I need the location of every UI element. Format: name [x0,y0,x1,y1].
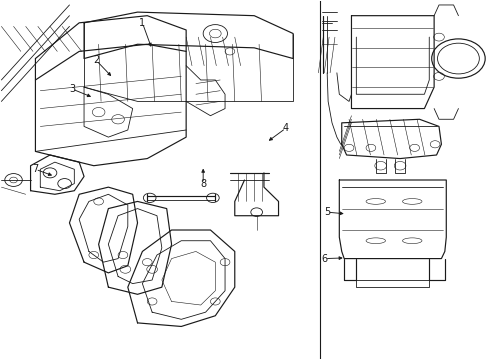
Text: 3: 3 [69,84,75,94]
Text: 2: 2 [93,55,99,65]
Text: 6: 6 [321,253,327,264]
Text: 5: 5 [324,207,329,217]
Text: 4: 4 [282,123,288,133]
Text: 8: 8 [200,179,206,189]
Text: 7: 7 [32,164,39,174]
Text: 1: 1 [139,18,145,28]
